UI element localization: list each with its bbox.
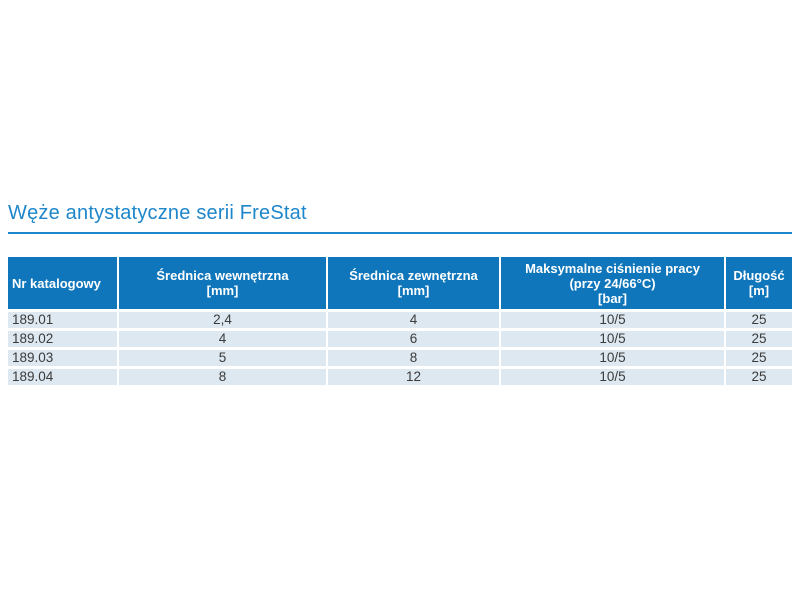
cell-max-pressure: 10/5 [499, 366, 725, 385]
cell-inner-diameter: 4 [117, 328, 327, 349]
header-line: Średnica zewnętrzna [349, 268, 478, 283]
cell-catalog-number: 189.02 [8, 328, 118, 349]
header-line: Długość [733, 268, 785, 283]
cell-catalog-number: 189.01 [8, 309, 118, 330]
page-title: Węże antystatyczne serii FreStat [8, 202, 307, 224]
cell-inner-diameter: 2,4 [117, 309, 327, 330]
cell-length: 25 [724, 309, 792, 330]
cell-catalog-number: 189.03 [8, 347, 118, 368]
cell-length: 25 [724, 347, 792, 368]
header-unit: [bar] [598, 290, 627, 306]
col-header-outer-diameter: Średnica zewnętrzna [mm] [326, 257, 500, 311]
title-divider [8, 232, 792, 234]
cell-max-pressure: 10/5 [499, 309, 725, 330]
col-header-catalog-number: Nr katalogowy [8, 257, 118, 311]
table-header-row: Nr katalogowy Średnica wewnętrzna [mm] Ś… [8, 257, 792, 311]
table-header: Nr katalogowy Średnica wewnętrzna [mm] Ś… [8, 257, 792, 311]
cell-inner-diameter: 8 [117, 366, 327, 385]
cell-outer-diameter: 6 [326, 328, 500, 349]
header-unit: [m] [748, 283, 770, 298]
table-row: 189.02 4 6 10/5 25 [8, 328, 792, 349]
cell-outer-diameter: 4 [326, 309, 500, 330]
table-row: 189.04 8 12 10/5 25 [8, 366, 792, 385]
cell-max-pressure: 10/5 [499, 347, 725, 368]
cell-catalog-number: 189.04 [8, 366, 118, 385]
header-line: Średnica wewnętrzna [156, 268, 289, 283]
table-row: 189.03 5 8 10/5 25 [8, 347, 792, 368]
cell-max-pressure: 10/5 [499, 328, 725, 349]
header-line: (przy 24/66°C) [569, 275, 656, 291]
col-header-max-pressure: Maksymalne ciśnienie pracy (przy 24/66°C… [499, 257, 725, 311]
col-header-length: Długość [m] [724, 257, 792, 311]
header-unit: [mm] [206, 283, 239, 298]
header-line: Nr katalogowy [12, 275, 101, 291]
header-line: Maksymalne ciśnienie pracy [525, 260, 700, 276]
page-content: Węże antystatyczne serii FreStat Nr kata… [8, 0, 792, 385]
col-header-inner-diameter: Średnica wewnętrzna [mm] [117, 257, 327, 311]
cell-inner-diameter: 5 [117, 347, 327, 368]
header-unit: [mm] [397, 283, 430, 298]
product-spec-table: Nr katalogowy Średnica wewnętrzna [mm] Ś… [8, 257, 792, 385]
cell-length: 25 [724, 366, 792, 385]
cell-outer-diameter: 12 [326, 366, 500, 385]
table-body: 189.01 2,4 4 10/5 25 189.02 4 6 10/5 25 … [8, 309, 792, 385]
cell-outer-diameter: 8 [326, 347, 500, 368]
table-row: 189.01 2,4 4 10/5 25 [8, 309, 792, 330]
cell-length: 25 [724, 328, 792, 349]
